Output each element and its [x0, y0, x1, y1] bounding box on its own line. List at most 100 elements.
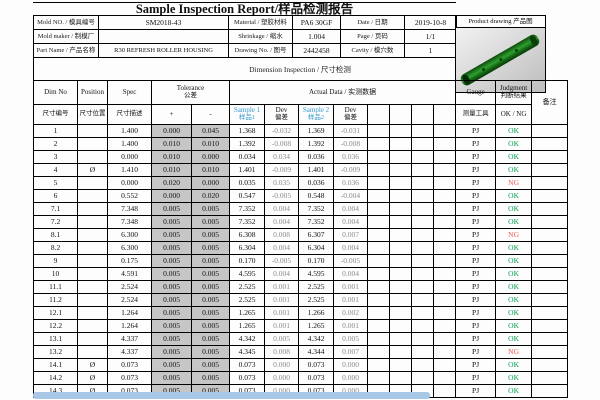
cell-position[interactable]: [77, 150, 108, 164]
cell-dim-no[interactable]: 8.2: [33, 241, 78, 255]
cell-spec[interactable]: 4.337: [107, 332, 152, 346]
cell-sample1[interactable]: 4.595: [229, 267, 265, 281]
cell-remark[interactable]: [531, 371, 569, 385]
cell-position[interactable]: Ø: [77, 163, 108, 177]
cell-extra[interactable]: [367, 280, 390, 294]
cell-position[interactable]: [77, 267, 108, 281]
cell-spec[interactable]: 7.348: [107, 202, 152, 216]
cell-gauge[interactable]: PJ: [455, 306, 497, 320]
cell-tol-plus[interactable]: 0.005: [151, 306, 192, 320]
cell-extra[interactable]: [389, 228, 412, 242]
cell-sample1[interactable]: 0.035: [229, 176, 265, 190]
cell-tol-minus[interactable]: 0.005: [191, 345, 230, 359]
cell-judgment[interactable]: OK: [495, 254, 533, 268]
cell-dim-no[interactable]: 12.2: [33, 319, 78, 333]
date-value[interactable]: 2019-10-8: [404, 15, 457, 30]
cell-spec[interactable]: 2.524: [107, 280, 152, 294]
cell-tol-minus[interactable]: 0.000: [191, 150, 230, 164]
cell-sample1[interactable]: 0.547: [229, 189, 265, 203]
cell-extra[interactable]: [411, 228, 434, 242]
cell-extra[interactable]: [432, 319, 457, 333]
cell-tol-minus[interactable]: 0.005: [191, 293, 230, 307]
cell-dim-no[interactable]: 3: [33, 150, 78, 164]
cell-extra[interactable]: [432, 345, 457, 359]
cell-gauge[interactable]: PJ: [455, 254, 497, 268]
cell-dev2[interactable]: 0.001: [333, 319, 368, 333]
cell-tol-plus[interactable]: 0.005: [151, 280, 192, 294]
cell-dev1[interactable]: 0.035: [264, 176, 299, 190]
cell-position[interactable]: [77, 124, 108, 138]
cell-extra[interactable]: [367, 176, 390, 190]
mold-no-value[interactable]: SM2018-43: [98, 15, 229, 30]
page-value[interactable]: 1/1: [404, 29, 457, 44]
cell-dim-no[interactable]: 7.1: [33, 202, 78, 216]
cell-extra[interactable]: [389, 189, 412, 203]
cell-extra[interactable]: [367, 345, 390, 359]
cell-extra[interactable]: [389, 332, 412, 346]
cell-judgment[interactable]: OK: [495, 267, 533, 281]
cell-extra[interactable]: [389, 280, 412, 294]
cell-sample2[interactable]: 1.369: [298, 124, 334, 138]
cell-extra[interactable]: [411, 202, 434, 216]
cell-sample2[interactable]: 0.073: [298, 371, 334, 385]
cell-extra[interactable]: [411, 137, 434, 151]
cell-remark[interactable]: [531, 137, 569, 151]
cell-sample2[interactable]: 0.548: [298, 189, 334, 203]
cell-extra[interactable]: [411, 254, 434, 268]
cell-dim-no[interactable]: 5: [33, 176, 78, 190]
shrinkage-value[interactable]: 1.004: [292, 29, 341, 44]
cell-gauge[interactable]: PJ: [455, 176, 497, 190]
cell-extra[interactable]: [367, 358, 390, 372]
cell-dim-no[interactable]: 12.1: [33, 306, 78, 320]
cell-spec[interactable]: 4.337: [107, 345, 152, 359]
cell-extra[interactable]: [389, 371, 412, 385]
cell-judgment[interactable]: OK: [495, 371, 533, 385]
cell-judgment[interactable]: NG: [495, 345, 533, 359]
cell-position[interactable]: [77, 202, 108, 216]
cell-dev2[interactable]: 0.002: [333, 306, 368, 320]
cell-extra[interactable]: [389, 150, 412, 164]
cell-extra[interactable]: [389, 176, 412, 190]
cell-extra[interactable]: [367, 124, 390, 138]
cell-sample1[interactable]: 6.308: [229, 228, 265, 242]
cell-extra[interactable]: [411, 215, 434, 229]
cell-extra[interactable]: [432, 293, 457, 307]
cell-extra[interactable]: [367, 215, 390, 229]
cell-gauge[interactable]: PJ: [455, 267, 497, 281]
cell-extra[interactable]: [389, 293, 412, 307]
cell-judgment[interactable]: OK: [495, 280, 533, 294]
cell-spec[interactable]: 1.264: [107, 319, 152, 333]
cell-gauge[interactable]: PJ: [455, 293, 497, 307]
cell-dev2[interactable]: 0.004: [333, 267, 368, 281]
cell-sample2[interactable]: 4.595: [298, 267, 334, 281]
cell-sample2[interactable]: 0.170: [298, 254, 334, 268]
cell-extra[interactable]: [411, 124, 434, 138]
cell-dim-no[interactable]: 2: [33, 137, 78, 151]
cell-extra[interactable]: [432, 384, 457, 398]
cell-tol-plus[interactable]: 0.010: [151, 150, 192, 164]
cell-dev1[interactable]: 0.000: [264, 358, 299, 372]
cell-extra[interactable]: [432, 137, 457, 151]
cell-sample2[interactable]: 1.266: [298, 306, 334, 320]
cell-extra[interactable]: [411, 332, 434, 346]
cell-dev1[interactable]: -0.005: [264, 254, 299, 268]
cell-gauge[interactable]: PJ: [455, 228, 497, 242]
horizontal-scrollbar[interactable]: [33, 392, 430, 399]
cell-position[interactable]: [77, 189, 108, 203]
cell-extra[interactable]: [389, 319, 412, 333]
cell-sample2[interactable]: 4.344: [298, 345, 334, 359]
cell-dev2[interactable]: 0.001: [333, 293, 368, 307]
cell-gauge[interactable]: PJ: [455, 384, 497, 398]
cell-remark[interactable]: [531, 280, 569, 294]
cell-remark[interactable]: [531, 319, 569, 333]
cell-remark[interactable]: [531, 332, 569, 346]
cell-extra[interactable]: [367, 228, 390, 242]
cell-dim-no[interactable]: 8.1: [33, 228, 78, 242]
cell-extra[interactable]: [432, 267, 457, 281]
cell-dev1[interactable]: 0.001: [264, 319, 299, 333]
cell-position[interactable]: [77, 241, 108, 255]
cell-position[interactable]: [77, 280, 108, 294]
cell-sample1[interactable]: 1.265: [229, 306, 265, 320]
cell-dim-no[interactable]: 9: [33, 254, 78, 268]
cell-spec[interactable]: 4.591: [107, 267, 152, 281]
